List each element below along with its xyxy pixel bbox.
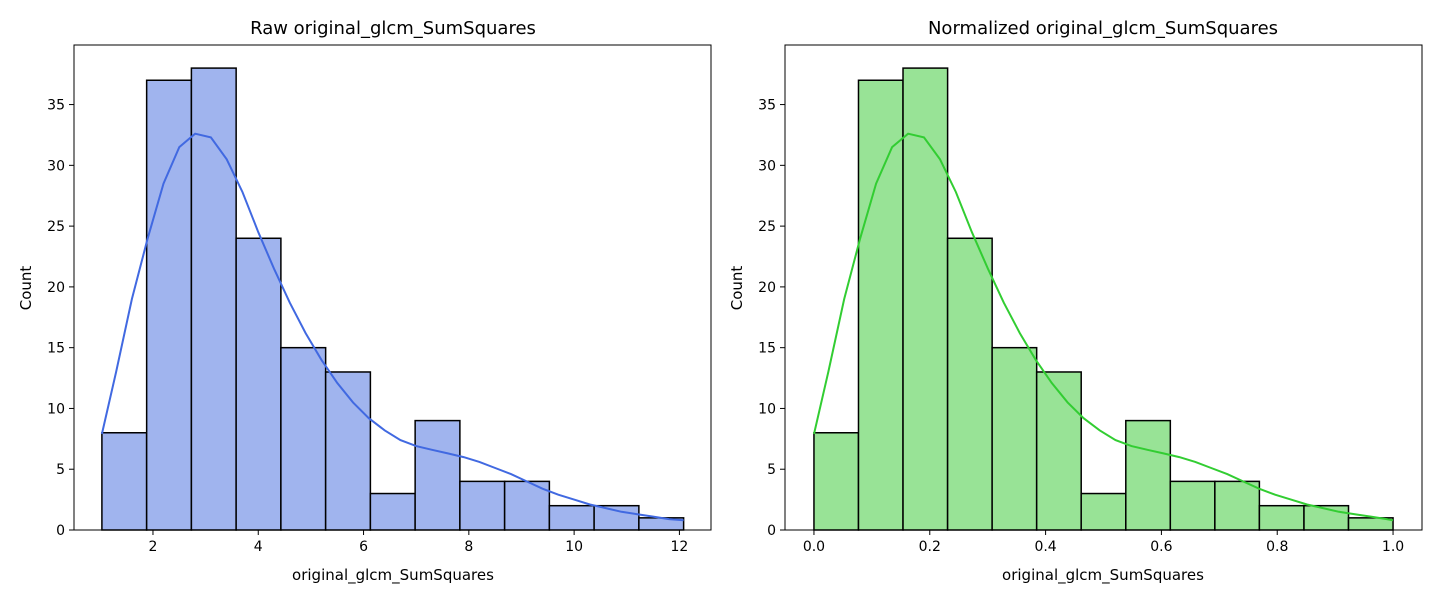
y-tick-label: 30	[758, 158, 776, 174]
y-tick-label: 0	[767, 523, 776, 539]
histogram-bar	[145, 79, 193, 531]
y-tick-label: 10	[47, 401, 65, 417]
plot-frame	[784, 44, 1423, 531]
chart-title: Normalized original_glcm_SumSquares	[928, 18, 1278, 39]
histogram-bar	[235, 237, 282, 531]
y-tick-label: 15	[758, 341, 776, 357]
chart-normalized: Normalized original_glcm_SumSquares orig…	[728, 18, 1423, 585]
histogram-bar	[548, 504, 595, 531]
y-tick-label: 35	[758, 98, 776, 114]
y-tick-label: 10	[758, 401, 776, 417]
y-tick-label: 15	[47, 341, 65, 357]
y-tick-label: 20	[758, 280, 776, 296]
histogram-bar	[813, 432, 860, 531]
histogram-bar	[1080, 492, 1127, 531]
y-tick-label: 35	[47, 98, 65, 114]
histogram-bar	[593, 504, 640, 531]
histogram-bar	[1214, 480, 1261, 531]
kde-line	[813, 132, 1394, 522]
x-tick-label: 1.0	[1382, 539, 1404, 555]
histogram-bar	[1035, 371, 1082, 531]
histogram-bar	[190, 67, 237, 531]
x-tick-label: 0.4	[1034, 539, 1056, 555]
x-axis-label: original_glcm_SumSquares	[292, 566, 494, 585]
histogram-bar	[1169, 480, 1216, 531]
histogram-bar	[280, 346, 327, 531]
x-axis-label: original_glcm_SumSquares	[1002, 566, 1204, 585]
histogram-bar	[946, 237, 993, 531]
y-axis-label: Count	[17, 266, 35, 311]
histogram-bar	[369, 492, 416, 531]
histogram-bar	[902, 67, 949, 531]
x-tick-label: 0.6	[1150, 539, 1172, 555]
x-tick-label: 0.8	[1266, 539, 1288, 555]
y-tick-label: 5	[767, 462, 776, 478]
x-tick-label: 0.0	[803, 539, 825, 555]
x-tick-label: 8	[464, 539, 473, 555]
x-tick-label: 0.2	[919, 539, 941, 555]
chart-title: Raw original_glcm_SumSquares	[250, 18, 536, 39]
chart-raw: Raw original_glcm_SumSquares original_gl…	[17, 18, 712, 585]
y-tick-label: 30	[47, 158, 65, 174]
histogram-bar	[101, 432, 148, 531]
kde-line	[100, 132, 684, 522]
plot-area: 0.0 0.2 0.4 0.6 0.8 1.0 0 5 10 15 20 25 30 35	[758, 44, 1423, 555]
x-tick-label: 6	[359, 539, 368, 555]
histogram-bar	[1258, 504, 1305, 531]
y-tick-label: 20	[47, 280, 65, 296]
x-tick-label: 12	[670, 539, 688, 555]
y-tick-label: 5	[56, 462, 65, 478]
y-tick-label: 25	[758, 219, 776, 235]
plot-frame	[73, 44, 712, 531]
histogram-bar	[459, 480, 506, 531]
x-tick-label: 10	[565, 539, 583, 555]
y-tick-label: 25	[47, 219, 65, 235]
y-axis-label: Count	[728, 266, 746, 311]
x-tick-label: 2	[149, 539, 158, 555]
histogram-bar	[324, 371, 372, 531]
histogram-bar	[857, 79, 904, 531]
histogram-bar	[1125, 419, 1172, 531]
plot-area: 2 4 6 8 10 12 0 5 10 15 20 25 30 35	[47, 44, 712, 555]
y-tick-label: 0	[56, 523, 65, 539]
x-tick-label: 4	[254, 539, 263, 555]
histogram-bar	[991, 346, 1038, 531]
histogram-bar	[414, 419, 461, 531]
